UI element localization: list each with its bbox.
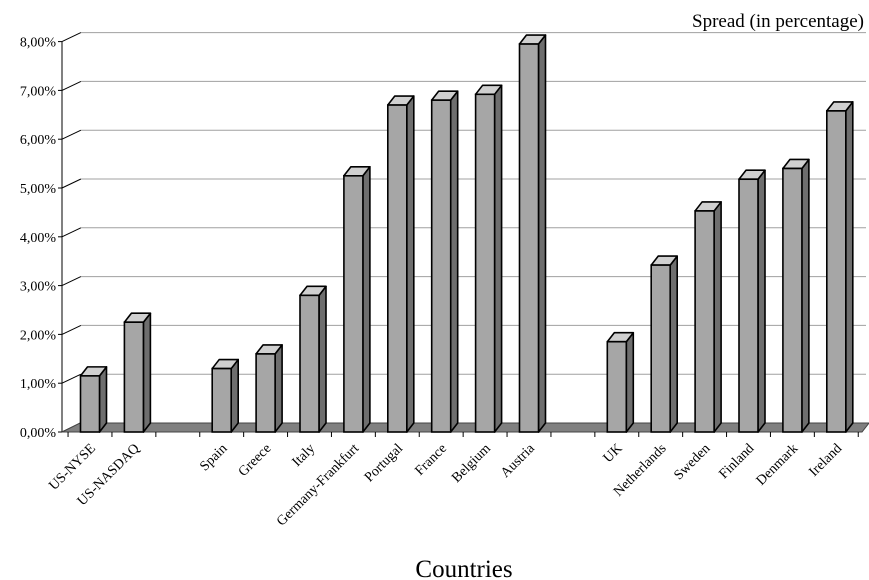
bar	[782, 158, 810, 433]
bar	[474, 84, 503, 433]
bar-side	[230, 358, 239, 433]
y-tick-connector	[61, 373, 82, 384]
y-tick-connector	[61, 129, 82, 140]
bar	[650, 255, 679, 433]
y-tick-label: 2,00%	[20, 328, 57, 343]
x-tick-label: UK	[601, 441, 626, 466]
x-tick-label: Denmark	[754, 441, 801, 488]
unit-label: Spread (in percentage)	[692, 11, 864, 32]
y-tick-label: 5,00%	[20, 182, 57, 197]
bar-side	[274, 344, 283, 433]
bar-side	[801, 158, 810, 433]
bar	[738, 169, 766, 433]
y-tick-layer: 0,00% 1,00% 2,00% 3,00% 4,00% 5,00% 6,00% 7,00%…	[20, 36, 57, 441]
bar-front	[738, 178, 759, 433]
bar-front	[386, 104, 408, 433]
bar-layer	[79, 34, 854, 433]
bar-side	[449, 90, 459, 433]
x-tick-label: Greece	[236, 441, 275, 480]
bar-front	[430, 99, 452, 433]
bar-front	[299, 294, 320, 433]
bar-side	[537, 34, 547, 433]
x-tick-label: France	[412, 441, 450, 479]
y-tick-connector	[61, 227, 82, 238]
bar-front	[343, 175, 364, 433]
bar	[123, 312, 152, 433]
x-axis-title: Countries	[415, 556, 512, 580]
bar-front	[825, 110, 847, 433]
bar-front	[694, 210, 715, 433]
bar-side	[98, 366, 108, 433]
x-tick-label: Portugal	[362, 441, 406, 485]
y-tick-label: 4,00%	[20, 231, 57, 246]
bar-side	[318, 285, 327, 433]
y-tick-label: 8,00%	[20, 36, 57, 51]
y-tick-label: 0,00%	[20, 426, 57, 441]
bar	[825, 101, 854, 433]
bar-side	[405, 95, 415, 433]
y-tick-connector	[61, 178, 82, 189]
bar-side	[625, 331, 635, 433]
bar-front	[255, 353, 276, 433]
y-tick-label: 6,00%	[20, 133, 57, 148]
bar-side	[142, 312, 152, 433]
y-tick-label: 3,00%	[20, 280, 57, 295]
bar	[299, 285, 327, 433]
bar-side	[669, 255, 679, 433]
x-tick-label: Finland	[716, 441, 757, 482]
bar-side	[362, 166, 371, 433]
bar-side	[713, 201, 722, 433]
bar	[606, 331, 635, 433]
bar-side	[493, 84, 503, 433]
bar-side	[844, 101, 854, 433]
bar	[386, 95, 415, 433]
y-tick-connector	[61, 276, 82, 287]
y-tick-label: 1,00%	[20, 377, 57, 392]
x-tick-label: Sweden	[671, 441, 713, 483]
y-tick-connector	[61, 324, 82, 335]
x-tick-label: Belgium	[449, 441, 494, 486]
x-tick-label: Spain	[197, 441, 230, 474]
bar	[211, 358, 239, 433]
bar	[79, 366, 108, 433]
bar-front	[606, 340, 628, 433]
bar	[430, 90, 459, 433]
x-tick-label: Austria	[498, 441, 538, 481]
x-tick-label: Ireland	[806, 441, 845, 480]
bar-front	[123, 321, 145, 433]
bar-front	[211, 367, 232, 433]
bar-front	[79, 375, 101, 433]
x-tick-label: Italy	[290, 441, 319, 470]
bar	[343, 166, 371, 433]
bar	[255, 344, 283, 433]
bar	[694, 201, 722, 433]
y-tick-label: 7,00%	[20, 84, 57, 99]
bar-front	[650, 264, 672, 433]
bar-front	[474, 93, 496, 433]
bar	[518, 34, 547, 433]
bar-side	[757, 169, 766, 433]
bar-front	[518, 43, 540, 433]
y-tick-connector	[61, 32, 82, 43]
bar-front	[782, 167, 803, 433]
y-tick-connector	[61, 80, 82, 91]
x-tick-label: Germany-Frankfurt	[274, 441, 362, 529]
